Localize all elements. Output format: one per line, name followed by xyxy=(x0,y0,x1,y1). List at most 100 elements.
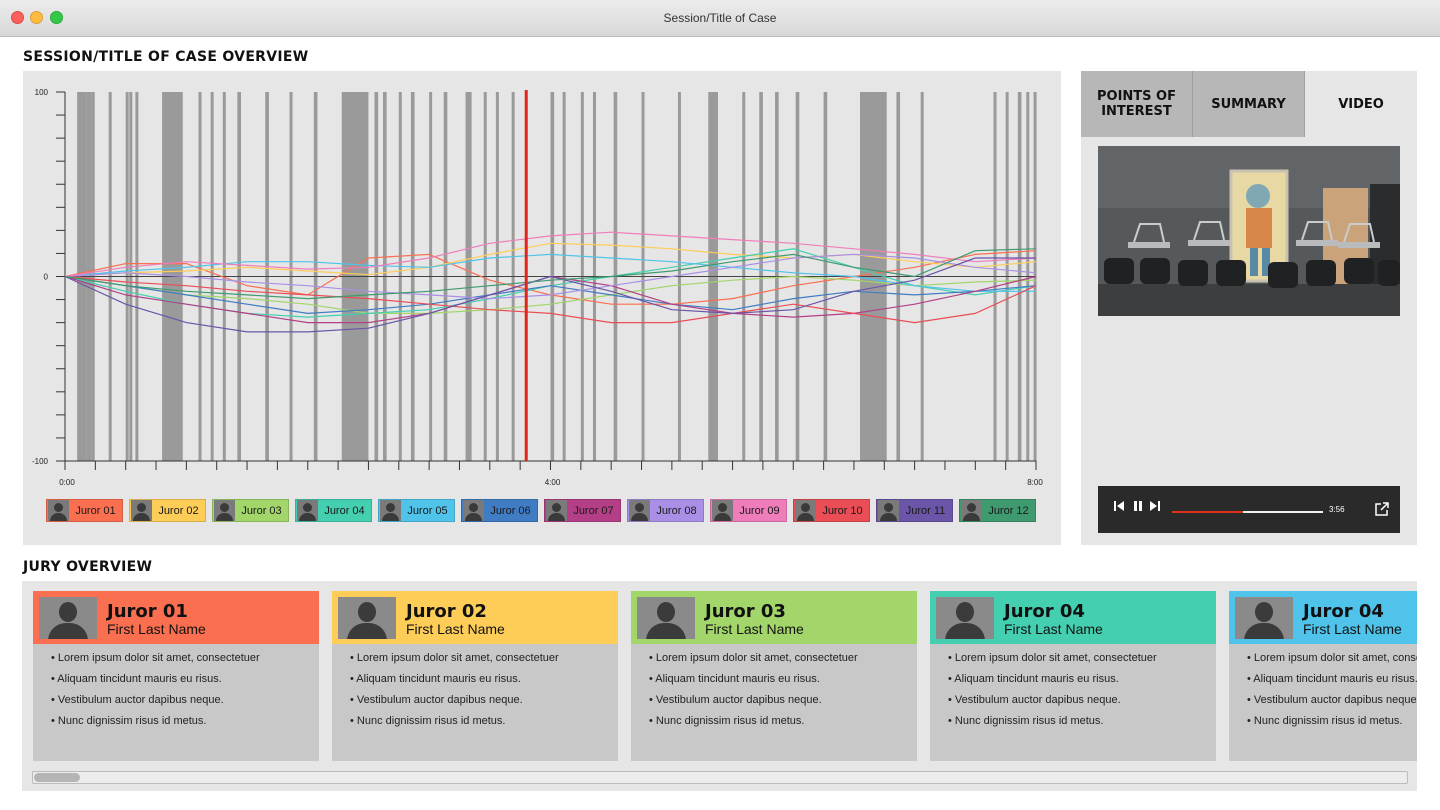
x-tick-label: 0:00 xyxy=(59,478,75,487)
legend-chip[interactable]: Juror 07 xyxy=(544,499,621,522)
list-item: • Nunc dignissim risus id metus. xyxy=(948,715,1104,727)
juror-card[interactable]: Juror 04 First Last Name • Lorem ipsum dol… xyxy=(930,591,1216,761)
window-title: Session/Title of Case xyxy=(663,11,777,25)
juror-fullname: First Last Name xyxy=(1303,621,1402,637)
video-frame[interactable] xyxy=(1098,146,1400,316)
list-item: • Vestibulum auctor dapibus neque. xyxy=(51,694,224,706)
scrollbar-thumb[interactable] xyxy=(34,773,80,782)
juror-notes-list: • Lorem ipsum dolor sit amet, consectetu… xyxy=(51,652,260,736)
list-item: • Lorem ipsum dolor sit amet, consectetu… xyxy=(350,652,559,664)
legend-chip[interactable]: Juror 05 xyxy=(378,499,455,522)
tab-points-of-interest[interactable]: POINTS OF INTEREST xyxy=(1081,71,1193,137)
juror-notes-list: • Lorem ipsum dolor sit amet, consectetu… xyxy=(1247,652,1417,736)
skip-forward-icon[interactable] xyxy=(1150,500,1160,515)
legend-label: Juror 12 xyxy=(988,504,1029,517)
jury-overview-panel: Juror 01 First Last Name • Lorem ipsum dol… xyxy=(22,581,1417,791)
legend-label: Juror 11 xyxy=(905,504,946,517)
avatar xyxy=(961,500,982,521)
avatar xyxy=(131,500,152,521)
avatar xyxy=(39,597,97,639)
maximize-window-button[interactable] xyxy=(50,11,63,24)
video-time: 3:56 xyxy=(1329,505,1345,514)
list-item: • Vestibulum auctor dapibus neque. xyxy=(350,694,523,706)
media-tabs: POINTS OF INTEREST SUMMARY VIDEO xyxy=(1081,71,1417,137)
juror-notes-list: • Lorem ipsum dolor sit amet, consectetu… xyxy=(649,652,858,736)
window-titlebar: Session/Title of Case xyxy=(0,0,1440,37)
series-line xyxy=(64,275,1037,315)
legend-chip[interactable]: Juror 03 xyxy=(212,499,289,522)
legend-chip[interactable]: Juror 11 xyxy=(876,499,953,522)
list-item: • Nunc dignissim risus id metus. xyxy=(649,715,805,727)
x-tick-label: 4:00 xyxy=(545,478,561,487)
tab-summary[interactable]: SUMMARY xyxy=(1193,71,1305,137)
juror-card[interactable]: Juror 02 First Last Name • Lorem ipsum dol… xyxy=(332,591,618,761)
legend-label: Juror 03 xyxy=(241,504,282,517)
skip-back-icon[interactable] xyxy=(1114,500,1124,515)
avatar xyxy=(297,500,318,521)
juror-name: Juror 04 xyxy=(1303,601,1384,622)
legend-label: Juror 07 xyxy=(573,504,614,517)
legend-chip[interactable]: Juror 12 xyxy=(959,499,1036,522)
avatar xyxy=(546,500,567,521)
legend-label: Juror 09 xyxy=(739,504,780,517)
minimize-window-button[interactable] xyxy=(30,11,43,24)
video-progress-fill xyxy=(1172,511,1243,513)
overview-heading: SESSION/TITLE OF CASE OVERVIEW xyxy=(23,49,309,65)
juror-card[interactable]: Juror 03 First Last Name • Lorem ipsum dol… xyxy=(631,591,917,761)
juror-fullname: First Last Name xyxy=(406,621,505,637)
list-item: • Lorem ipsum dolor sit amet, consectetu… xyxy=(948,652,1157,664)
juror-fullname: First Last Name xyxy=(705,621,804,637)
legend-chip[interactable]: Juror 09 xyxy=(710,499,787,522)
legend-chip[interactable]: Juror 06 xyxy=(461,499,538,522)
legend-label: Juror 06 xyxy=(490,504,531,517)
legend-chip[interactable]: Juror 10 xyxy=(793,499,870,522)
series-line xyxy=(64,253,1037,300)
video-player-controls: 3:56 xyxy=(1098,486,1400,533)
juror-card-header: Juror 03 First Last Name xyxy=(631,591,917,644)
series-line xyxy=(64,242,1037,278)
juror-card-header: Juror 04 First Last Name xyxy=(1229,591,1417,644)
legend-label: Juror 04 xyxy=(324,504,365,517)
legend-chip[interactable]: Juror 04 xyxy=(295,499,372,522)
legend-label: Juror 08 xyxy=(656,504,697,517)
list-item: • Lorem ipsum dolor sit amet, consectetu… xyxy=(51,652,260,664)
horizontal-scrollbar[interactable] xyxy=(32,771,1408,784)
avatar xyxy=(629,500,650,521)
avatar xyxy=(936,597,994,639)
juror-card[interactable]: Juror 04 First Last Name • Lorem ipsum dol… xyxy=(1229,591,1417,761)
sentiment-chart[interactable]: 100 0 -100 0:00 4:00 8:00 xyxy=(23,71,1061,491)
series-line xyxy=(64,275,1037,314)
list-item: • Aliquam tincidunt mauris eu risus. xyxy=(1247,673,1417,685)
external-link-icon[interactable] xyxy=(1375,502,1389,519)
legend-chip[interactable]: Juror 01 xyxy=(46,499,123,522)
avatar xyxy=(463,500,484,521)
list-item: • Nunc dignissim risus id metus. xyxy=(51,715,207,727)
juror-notes-list: • Lorem ipsum dolor sit amet, consectetu… xyxy=(948,652,1157,736)
juror-fullname: First Last Name xyxy=(1004,621,1103,637)
avatar xyxy=(712,500,733,521)
juror-card-header: Juror 04 First Last Name xyxy=(930,591,1216,644)
legend-label: Juror 10 xyxy=(822,504,863,517)
legend-label: Juror 01 xyxy=(75,504,116,517)
avatar xyxy=(1235,597,1293,639)
tab-video[interactable]: VIDEO xyxy=(1305,71,1417,137)
avatar xyxy=(338,597,396,639)
video-progress-bar[interactable] xyxy=(1172,511,1323,513)
avatar xyxy=(878,500,899,521)
legend-chip[interactable]: Juror 08 xyxy=(627,499,704,522)
series-line xyxy=(64,231,1037,278)
juror-notes-list: • Lorem ipsum dolor sit amet, consectetu… xyxy=(350,652,559,736)
legend-label: Juror 05 xyxy=(407,504,448,517)
list-item: • Aliquam tincidunt mauris eu risus. xyxy=(948,673,1119,685)
legend-chip[interactable]: Juror 02 xyxy=(129,499,206,522)
avatar xyxy=(637,597,695,639)
pause-icon[interactable] xyxy=(1133,500,1143,515)
avatar xyxy=(380,500,401,521)
y-tick-label: 0 xyxy=(44,273,49,282)
jury-heading: JURY OVERVIEW xyxy=(23,559,153,575)
y-tick-label: 100 xyxy=(35,88,49,97)
list-item: • Vestibulum auctor dapibus neque. xyxy=(1247,694,1417,706)
sentiment-chart-panel: 100 0 -100 0:00 4:00 8:00 Juror 01 Juror 02 Jur… xyxy=(23,71,1061,545)
close-window-button[interactable] xyxy=(11,11,24,24)
juror-card[interactable]: Juror 01 First Last Name • Lorem ipsum dol… xyxy=(33,591,319,761)
